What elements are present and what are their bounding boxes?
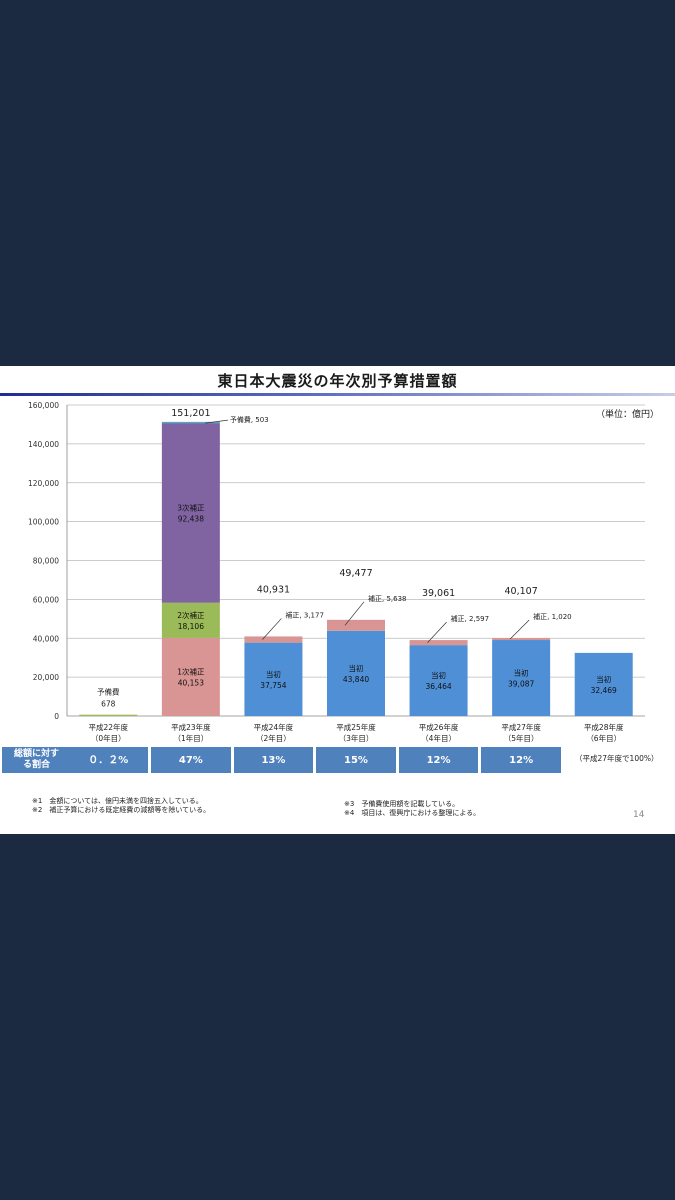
y-tick-label: 40,000 xyxy=(33,634,59,643)
bar-segment xyxy=(574,652,633,716)
ratio-cell: 47% xyxy=(151,747,231,773)
bar-segment xyxy=(161,421,220,424)
total-label: 151,201 xyxy=(171,408,210,419)
x-tick-label: 平成27年度 xyxy=(501,722,541,732)
callout-label: 補正, 5,638 xyxy=(368,594,407,603)
unit-label: （単位：億円） xyxy=(595,410,659,420)
footnote-3: ※3 予備費使用額を記載している。 xyxy=(344,800,460,808)
ratio-cell: 12% xyxy=(481,747,561,773)
bar-segment xyxy=(161,637,220,716)
footnote-1: ※1 金額については、億円未満を四捨五入している。 xyxy=(32,797,203,805)
callout-line xyxy=(262,618,282,640)
footnote-4: ※4 項目は、復興庁における整理による。 xyxy=(344,809,481,817)
ratio-header: 総額に対す る割合 xyxy=(2,747,71,773)
callout-label: 予備費, 503 xyxy=(230,415,269,424)
data-label: 当初 xyxy=(596,674,611,684)
callout-label: 補正, 2,597 xyxy=(451,614,490,623)
bar-segment xyxy=(409,645,468,716)
y-tick-label: 140,000 xyxy=(28,440,59,449)
callout-label: 補正, 1,020 xyxy=(533,612,572,621)
bar-segment xyxy=(409,640,468,646)
callout-line xyxy=(509,619,530,640)
x-tick-label: （5年目） xyxy=(504,733,539,743)
data-label: 3次補正 xyxy=(177,502,205,512)
bar-segment xyxy=(327,619,385,631)
ratio-cell: 15% xyxy=(316,747,396,773)
ratio-header-text: 総額に対す る割合 xyxy=(13,749,59,770)
total-label: 49,477 xyxy=(339,568,372,579)
bar-segment xyxy=(492,638,551,641)
data-label: 18,106 xyxy=(178,622,204,631)
callout-line xyxy=(344,601,365,626)
x-tick-label: 平成24年度 xyxy=(254,722,294,732)
x-tick-label: （1年目） xyxy=(173,733,208,743)
x-tick-label: （3年目） xyxy=(339,733,374,743)
title-underline xyxy=(0,393,675,396)
bar-segment xyxy=(161,602,220,638)
data-label: 678 xyxy=(101,700,116,709)
data-label: 当初 xyxy=(266,669,281,679)
callout-label: 補正, 3,177 xyxy=(285,610,324,619)
bar-layer xyxy=(79,421,633,716)
chart-title: 東日本大震災の年次別予算措置額 xyxy=(217,372,458,390)
callout-line xyxy=(205,419,228,424)
y-tick-label: 120,000 xyxy=(28,479,59,488)
data-label: 37,754 xyxy=(260,681,286,690)
total-label: 39,061 xyxy=(422,588,455,599)
data-label: 1次補正 xyxy=(177,666,205,676)
bar-segment xyxy=(244,642,303,716)
total-label: 40,107 xyxy=(505,586,538,597)
ratio-cell: 12% xyxy=(398,747,479,773)
label-layer: 予備費 678 平成22年度（0年目） 1次補正 40,153 2次補正 18,106 3次補… xyxy=(89,408,624,743)
y-tick-label: 0 xyxy=(54,712,59,721)
y-tick-label: 80,000 xyxy=(33,557,59,566)
data-label: 2次補正 xyxy=(177,610,205,620)
x-tick-label: 平成25年度 xyxy=(336,722,376,732)
callout-line xyxy=(427,621,447,643)
x-tick-label: 平成23年度 xyxy=(171,722,211,732)
y-tick-label: 20,000 xyxy=(33,673,59,682)
y-tick-label: 160,000 xyxy=(28,401,59,410)
data-label: 32,469 xyxy=(591,686,617,695)
data-label: 92,438 xyxy=(178,514,204,523)
ratio-note: （平成27年度で100%） xyxy=(575,754,659,763)
x-tick-label: （6年目） xyxy=(586,733,621,743)
y-tick-label: 100,000 xyxy=(28,518,59,527)
x-tick-label: 平成26年度 xyxy=(419,722,459,732)
bar-segment xyxy=(244,636,303,643)
page-number: 14 xyxy=(633,810,645,820)
data-label: 43,840 xyxy=(343,675,369,684)
bar-segment xyxy=(161,423,220,603)
stacked-bar-chart: 0 20,000 40,000 60,000 80,000 100,000 120,000 1… xyxy=(28,401,645,743)
x-tick-label: （4年目） xyxy=(421,733,456,743)
ratio-cell: 13% xyxy=(233,747,314,773)
x-tick-label: （0年目） xyxy=(91,733,126,743)
data-label: 当初 xyxy=(349,663,364,673)
bar-segment xyxy=(79,714,138,716)
data-label: 39,087 xyxy=(508,680,534,689)
data-label: 当初 xyxy=(514,668,529,678)
bar-segment xyxy=(492,640,551,716)
x-tick-label: 平成28年度 xyxy=(584,722,624,732)
y-tick-label: 60,000 xyxy=(33,595,59,604)
footnote-2: ※2 補正予算における既定経費の減額等を除いている。 xyxy=(32,806,211,814)
data-label: 当初 xyxy=(431,670,446,680)
ratio-cell: ０．２% xyxy=(68,747,149,773)
data-label: 40,153 xyxy=(178,678,204,687)
x-tick-label: 平成22年度 xyxy=(89,722,129,732)
data-label: 予備費 xyxy=(97,687,120,697)
data-label: 36,464 xyxy=(425,682,451,691)
bar-segment xyxy=(327,630,385,716)
total-label: 40,931 xyxy=(257,584,290,595)
x-tick-label: （2年目） xyxy=(256,733,291,743)
slide: 東日本大震災の年次別予算措置額 （単位：億円） 0 20,000 40,000 60,… xyxy=(0,366,675,834)
